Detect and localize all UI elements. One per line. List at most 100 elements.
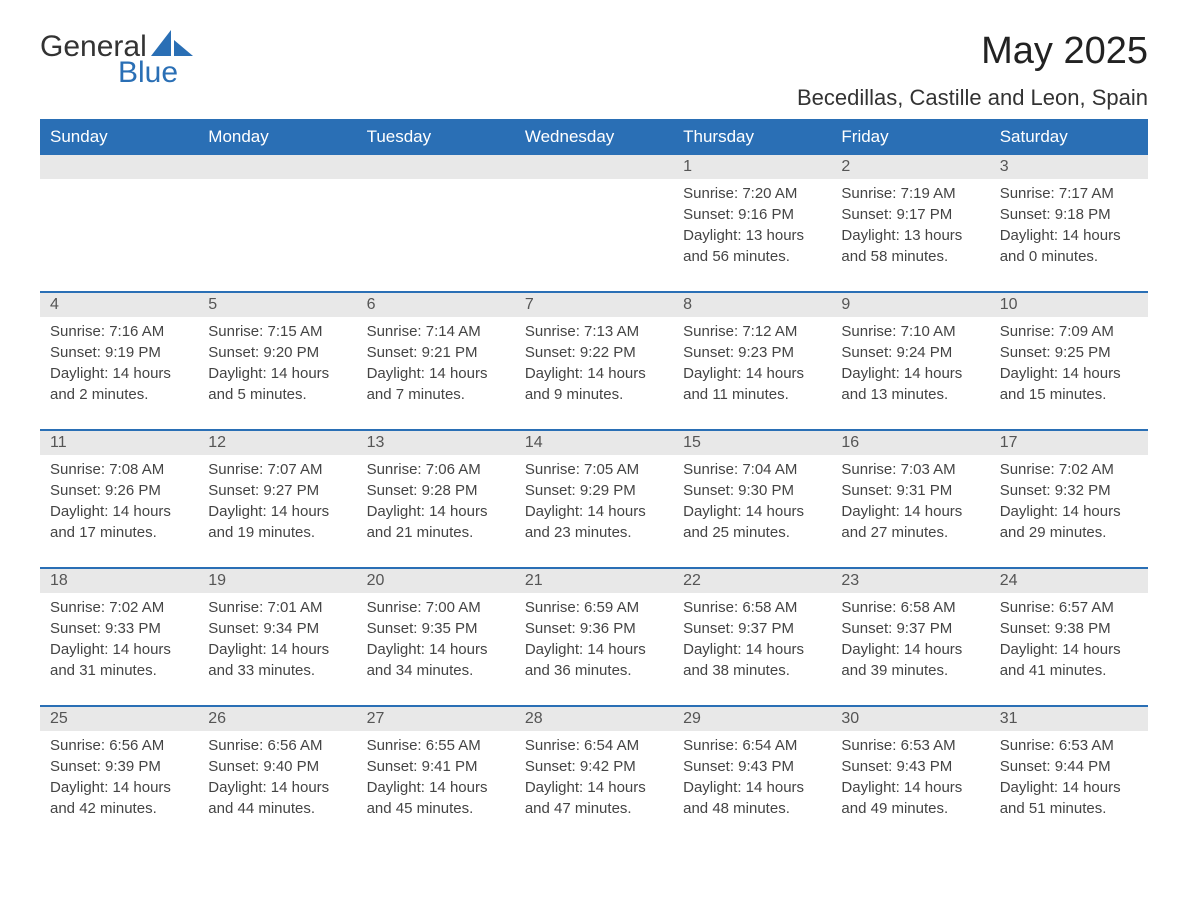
day-content: Sunrise: 6:54 AMSunset: 9:42 PMDaylight:…	[515, 731, 673, 825]
sunrise-text: Sunrise: 7:07 AM	[208, 459, 346, 480]
sunset-text: Sunset: 9:38 PM	[1000, 618, 1138, 639]
sunset-text: Sunset: 9:39 PM	[50, 756, 188, 777]
daylight-text: Daylight: 14 hours and 7 minutes.	[367, 363, 505, 405]
day-content: Sunrise: 7:02 AMSunset: 9:32 PMDaylight:…	[990, 455, 1148, 549]
daylight-text: Daylight: 14 hours and 21 minutes.	[367, 501, 505, 543]
sunset-text: Sunset: 9:40 PM	[208, 756, 346, 777]
sunrise-text: Sunrise: 6:53 AM	[841, 735, 979, 756]
day-content: Sunrise: 7:10 AMSunset: 9:24 PMDaylight:…	[831, 317, 989, 411]
day-number: 6	[357, 293, 515, 317]
sunrise-text: Sunrise: 6:54 AM	[683, 735, 821, 756]
sunrise-text: Sunrise: 6:56 AM	[50, 735, 188, 756]
calendar-day-cell: 18Sunrise: 7:02 AMSunset: 9:33 PMDayligh…	[40, 568, 198, 706]
day-number: 9	[831, 293, 989, 317]
daylight-text: Daylight: 14 hours and 2 minutes.	[50, 363, 188, 405]
daylight-text: Daylight: 14 hours and 47 minutes.	[525, 777, 663, 819]
calendar-day-cell: 23Sunrise: 6:58 AMSunset: 9:37 PMDayligh…	[831, 568, 989, 706]
sunrise-text: Sunrise: 7:15 AM	[208, 321, 346, 342]
day-content: Sunrise: 7:03 AMSunset: 9:31 PMDaylight:…	[831, 455, 989, 549]
calendar-day-cell: 24Sunrise: 6:57 AMSunset: 9:38 PMDayligh…	[990, 568, 1148, 706]
location-text: Becedillas, Castille and Leon, Spain	[797, 85, 1148, 111]
calendar-day-cell	[515, 154, 673, 292]
sunset-text: Sunset: 9:36 PM	[525, 618, 663, 639]
sunset-text: Sunset: 9:41 PM	[367, 756, 505, 777]
sunrise-text: Sunrise: 7:02 AM	[1000, 459, 1138, 480]
day-content: Sunrise: 6:59 AMSunset: 9:36 PMDaylight:…	[515, 593, 673, 687]
calendar-day-cell: 28Sunrise: 6:54 AMSunset: 9:42 PMDayligh…	[515, 706, 673, 844]
day-number: 11	[40, 431, 198, 455]
sunrise-text: Sunrise: 6:55 AM	[367, 735, 505, 756]
day-number: 12	[198, 431, 356, 455]
calendar-day-cell: 15Sunrise: 7:04 AMSunset: 9:30 PMDayligh…	[673, 430, 831, 568]
calendar-day-cell: 2Sunrise: 7:19 AMSunset: 9:17 PMDaylight…	[831, 154, 989, 292]
day-number-empty	[198, 155, 356, 179]
day-content: Sunrise: 7:12 AMSunset: 9:23 PMDaylight:…	[673, 317, 831, 411]
daylight-text: Daylight: 14 hours and 48 minutes.	[683, 777, 821, 819]
daylight-text: Daylight: 14 hours and 15 minutes.	[1000, 363, 1138, 405]
sunset-text: Sunset: 9:18 PM	[1000, 204, 1138, 225]
daylight-text: Daylight: 14 hours and 19 minutes.	[208, 501, 346, 543]
calendar-day-cell: 20Sunrise: 7:00 AMSunset: 9:35 PMDayligh…	[357, 568, 515, 706]
day-number: 7	[515, 293, 673, 317]
sunset-text: Sunset: 9:35 PM	[367, 618, 505, 639]
sunrise-text: Sunrise: 7:14 AM	[367, 321, 505, 342]
logo: General Blue	[40, 30, 193, 90]
day-number: 10	[990, 293, 1148, 317]
day-number: 17	[990, 431, 1148, 455]
day-content: Sunrise: 6:56 AMSunset: 9:40 PMDaylight:…	[198, 731, 356, 825]
calendar-week-row: 25 Sunrise: 6:56 AMSunset: 9:39 PM Dayligh…	[40, 706, 1148, 844]
day-number: 20	[357, 569, 515, 593]
calendar-day-cell: 19Sunrise: 7:01 AMSunset: 9:34 PMDayligh…	[198, 568, 356, 706]
sunset-text: Sunset: 9:28 PM	[367, 480, 505, 501]
day-number: 28	[515, 707, 673, 731]
daylight-text: Daylight: 14 hours and 45 minutes.	[367, 777, 505, 819]
daylight-text: Daylight: 14 hours and 38 minutes.	[683, 639, 821, 681]
day-number: 29	[673, 707, 831, 731]
day-number: 2	[831, 155, 989, 179]
day-content: Sunrise: 7:20 AMSunset: 9:16 PMDaylight:…	[673, 179, 831, 273]
day-number-empty	[515, 155, 673, 179]
logo-sail-icon	[151, 30, 193, 56]
sunrise-text: Sunrise: 7:05 AM	[525, 459, 663, 480]
day-content: Sunrise: 7:19 AMSunset: 9:17 PMDaylight:…	[831, 179, 989, 273]
daylight-text: Daylight: 14 hours and 5 minutes.	[208, 363, 346, 405]
daylight-text: Daylight: 14 hours and 51 minutes.	[1000, 777, 1138, 819]
weekday-header: Saturday	[990, 120, 1148, 154]
day-content: Sunrise: 6:53 AMSunset: 9:44 PMDaylight:…	[990, 731, 1148, 825]
daylight-text: Daylight: 14 hours and 49 minutes.	[841, 777, 979, 819]
day-content: Sunrise: 7:05 AMSunset: 9:29 PMDaylight:…	[515, 455, 673, 549]
calendar-day-cell: 1Sunrise: 7:20 AMSunset: 9:16 PMDaylight…	[673, 154, 831, 292]
day-content: Sunrise: 7:08 AMSunset: 9:26 PMDaylight:…	[40, 455, 198, 549]
sunrise-text: Sunrise: 6:57 AM	[1000, 597, 1138, 618]
daylight-text: Daylight: 14 hours and 36 minutes.	[525, 639, 663, 681]
day-number: 15	[673, 431, 831, 455]
day-content: Sunrise: 7:01 AMSunset: 9:34 PMDaylight:…	[198, 593, 356, 687]
weekday-header: Sunday	[40, 120, 198, 154]
sunrise-text: Sunrise: 7:00 AM	[367, 597, 505, 618]
sunset-text: Sunset: 9:16 PM	[683, 204, 821, 225]
day-number: 4	[40, 293, 198, 317]
calendar-day-cell: 4Sunrise: 7:16 AMSunset: 9:19 PMDaylight…	[40, 292, 198, 430]
weekday-header: Monday	[198, 120, 356, 154]
calendar-week-row: 4Sunrise: 7:16 AMSunset: 9:19 PMDaylight…	[40, 292, 1148, 430]
sunset-text: Sunset: 9:32 PM	[1000, 480, 1138, 501]
day-number: 24	[990, 569, 1148, 593]
sunrise-text: Sunrise: 7:17 AM	[1000, 183, 1138, 204]
sunrise-text: Sunrise: 7:09 AM	[1000, 321, 1138, 342]
calendar-day-cell: 10Sunrise: 7:09 AMSunset: 9:25 PMDayligh…	[990, 292, 1148, 430]
calendar-table: SundayMondayTuesdayWednesdayThursdayFrid…	[40, 119, 1148, 844]
day-content: Sunrise: 7:04 AMSunset: 9:30 PMDaylight:…	[673, 455, 831, 549]
calendar-day-cell: 7Sunrise: 7:13 AMSunset: 9:22 PMDaylight…	[515, 292, 673, 430]
day-number: 25	[40, 707, 198, 731]
sunrise-text: Sunrise: 7:19 AM	[841, 183, 979, 204]
weekday-header-row: SundayMondayTuesdayWednesdayThursdayFrid…	[40, 120, 1148, 154]
sunset-text: Sunset: 9:33 PM	[50, 618, 188, 639]
sunset-text: Sunset: 9:17 PM	[841, 204, 979, 225]
sunrise-text: Sunrise: 7:04 AM	[683, 459, 821, 480]
sunset-text: Sunset: 9:43 PM	[841, 756, 979, 777]
day-number: 31	[990, 707, 1148, 731]
sunrise-text: Sunrise: 6:58 AM	[683, 597, 821, 618]
month-title: May 2025	[797, 30, 1148, 73]
day-number: 21	[515, 569, 673, 593]
daylight-text: Daylight: 14 hours and 11 minutes.	[683, 363, 821, 405]
